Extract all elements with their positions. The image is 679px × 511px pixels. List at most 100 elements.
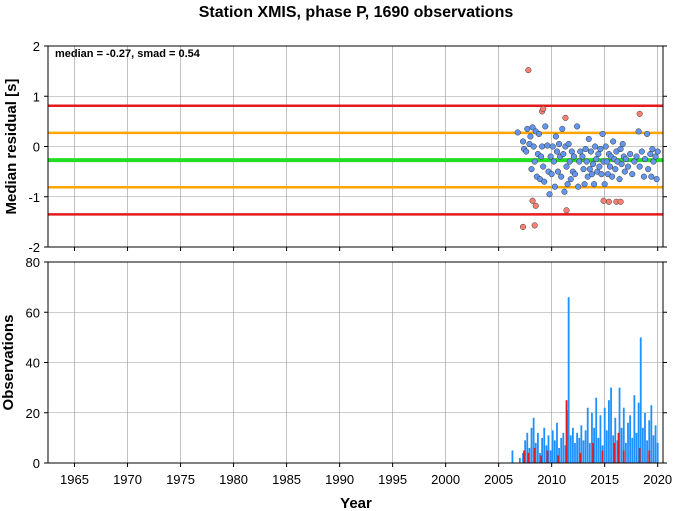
observation-bar	[588, 442, 591, 463]
year-x-tick-label: 1970	[113, 472, 142, 487]
observation-bar	[518, 457, 521, 463]
residual-point	[597, 145, 604, 153]
residual-point	[640, 173, 647, 180]
observation-bar	[644, 412, 646, 463]
residual-point	[585, 135, 592, 143]
observation-bar	[638, 447, 641, 463]
chart-title: Station XMIS, phase P, 1690 observations	[199, 4, 514, 21]
residual-point	[546, 191, 553, 198]
observation-bar	[601, 450, 604, 463]
observation-bar	[557, 455, 559, 463]
residual-point	[551, 183, 558, 190]
observation-bar	[584, 430, 587, 463]
residual-point	[582, 145, 589, 153]
residual-point	[589, 161, 597, 168]
observation-bar	[620, 427, 623, 463]
residual-point	[544, 142, 551, 149]
observations-panel: 0 20 40 60 80 1965 1970 1975 1980 1985 1990 1995 20…	[0, 255, 672, 511]
residual-point	[571, 171, 579, 178]
residual-y-tick-label: 0	[33, 140, 40, 155]
observations-y-ticks: 0 20 40 60 80	[26, 255, 667, 471]
residual-point	[641, 156, 649, 163]
observation-bar	[523, 450, 525, 463]
observation-bar	[530, 427, 533, 463]
residual-point	[531, 158, 538, 165]
residual-point	[635, 128, 642, 135]
observation-bar	[549, 450, 552, 463]
residual-point	[542, 123, 549, 130]
residual-point	[627, 150, 634, 158]
residual-point	[560, 150, 567, 158]
residual-point	[603, 158, 610, 165]
residual-point	[599, 130, 606, 137]
residual-point	[554, 168, 562, 175]
observation-bar	[569, 435, 572, 463]
observation-bar	[599, 415, 602, 463]
residual-point	[601, 181, 608, 188]
residual-point	[593, 156, 600, 163]
residual-point	[519, 138, 527, 145]
residual-point	[621, 168, 628, 175]
residual-point	[610, 138, 617, 145]
observation-bar	[605, 430, 608, 463]
residual-point	[633, 153, 640, 160]
observations-y-tick-label: 80	[26, 255, 40, 270]
observation-bar	[526, 432, 529, 463]
observation-bar	[543, 427, 546, 463]
year-x-axis-label: Year	[340, 495, 372, 511]
observation-bar	[597, 437, 600, 463]
residual-point	[558, 173, 565, 180]
observation-bar	[614, 417, 617, 463]
observation-bar	[547, 435, 550, 463]
observations-y-tick-label: 60	[26, 305, 40, 320]
residual-point	[565, 140, 572, 148]
residual-point	[548, 171, 555, 178]
observations-y-tick-label: 40	[26, 356, 40, 371]
residual-point	[525, 67, 532, 74]
observation-bar	[613, 442, 616, 463]
residual-point	[539, 143, 546, 150]
year-x-tick-label: 2000	[431, 472, 460, 487]
residual-point	[563, 163, 570, 170]
residual-point	[606, 163, 614, 170]
residual-point	[549, 143, 556, 150]
observation-bar	[540, 455, 542, 463]
residual-point	[591, 181, 598, 188]
residual-point	[519, 223, 527, 230]
residual-point	[653, 176, 660, 183]
observation-bar	[579, 452, 582, 463]
observation-bar	[603, 407, 606, 463]
year-x-tick-label: 1990	[325, 472, 354, 487]
residual-point	[575, 183, 582, 190]
residual-point	[562, 114, 569, 121]
observation-bar	[533, 447, 536, 463]
residual-point	[550, 158, 557, 165]
observation-bar	[641, 427, 644, 463]
observation-bar	[565, 400, 568, 463]
observation-bar	[612, 435, 615, 463]
observation-bar	[532, 417, 535, 463]
residual-point	[570, 153, 577, 160]
residual-point	[514, 129, 521, 136]
observation-bar	[595, 397, 598, 463]
year-x-tick-label: 1985	[272, 472, 301, 487]
residual-point	[583, 158, 590, 165]
observation-bar	[564, 445, 567, 463]
year-x-tick-label: 1975	[166, 472, 195, 487]
residual-point	[528, 166, 535, 173]
observation-bar	[551, 430, 554, 463]
residual-point	[624, 163, 632, 170]
residual-point	[588, 171, 596, 178]
residual-point	[622, 156, 629, 163]
residual-panel: -2 -1 0 1 2 median = -0.27, smad = 0.54 Medi…	[3, 39, 667, 255]
observation-bar	[582, 440, 585, 463]
residual-point	[649, 145, 656, 153]
residual-y-ticks: -2 -1 0 1 2	[28, 39, 667, 255]
residual-point	[605, 198, 612, 205]
residual-point	[616, 176, 623, 183]
observation-bar	[652, 435, 655, 463]
observation-bar	[539, 452, 541, 463]
observation-bar	[622, 450, 625, 463]
residual-point	[650, 158, 657, 165]
observation-bar	[566, 410, 569, 463]
